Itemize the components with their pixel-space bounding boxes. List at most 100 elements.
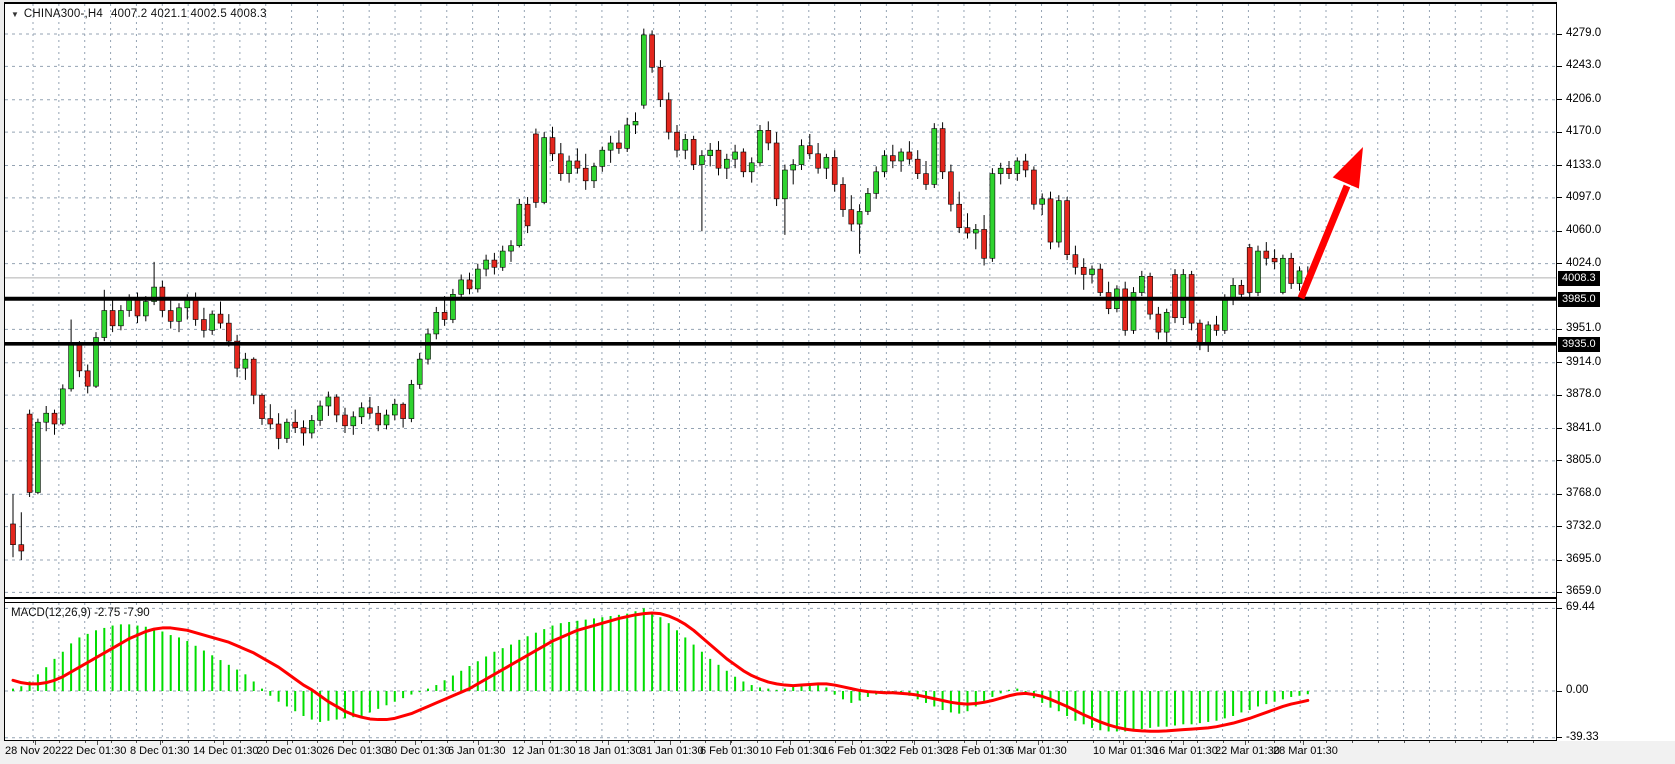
candle-bull	[93, 332, 99, 388]
date-grid-tick	[1507, 741, 1509, 743]
chart-dropdown-icon[interactable]: ▼	[11, 9, 19, 19]
macd-indicator-panel[interactable]	[5, 603, 1556, 740]
candle-bear	[889, 144, 896, 169]
macd-tick-label: 0.00	[1566, 684, 1589, 696]
candle-bear	[267, 404, 274, 430]
candle-bear	[1246, 243, 1253, 298]
date-label-tick	[1303, 741, 1304, 745]
date-grid-tick	[912, 741, 914, 743]
price-tick-label-tick	[1557, 33, 1562, 35]
date-label-tick	[1245, 741, 1246, 745]
candle-bear	[939, 122, 946, 180]
date-label-tick	[730, 741, 731, 745]
price-tick-label: 4133.0	[1566, 158, 1602, 171]
macd-gridlines	[5, 603, 1556, 740]
date-label-tick	[478, 741, 479, 745]
price-tick-label-tick	[1557, 460, 1562, 462]
date-grid-tick	[395, 741, 397, 743]
candle-bear	[217, 301, 224, 329]
date-label: 22 Mar 01:30	[1215, 745, 1280, 757]
date-grid-tick	[1222, 741, 1224, 743]
date-grid-tick	[576, 741, 578, 743]
candle-bull	[474, 263, 481, 293]
candle-bull	[209, 310, 215, 335]
candle-bull	[433, 306, 440, 340]
candle-bull	[607, 135, 614, 163]
date-grid-tick	[757, 741, 759, 743]
candle-bear	[1080, 258, 1087, 290]
candle-bull	[1205, 321, 1211, 352]
date-grid-tick	[1300, 741, 1302, 743]
date-label: 10 Mar 01:30	[1093, 745, 1158, 757]
price-axis[interactable]: 4279.0 4243.0 4206.0 4170.0 4133.0 4097.0 4060…	[1557, 0, 1675, 743]
price-tick-label-tick	[1557, 230, 1562, 232]
date-label: 6 Feb 01:30	[700, 745, 759, 757]
date-label-tick	[352, 741, 353, 745]
candle-bear	[616, 130, 622, 154]
date-grid-tick	[1532, 741, 1534, 743]
candle-bull	[1280, 254, 1286, 295]
date-label: 18 Jan 01:30	[578, 745, 642, 757]
panel-separator[interactable]	[5, 598, 1556, 603]
date-grid-tick	[317, 741, 319, 743]
date-grid-tick	[498, 741, 500, 743]
date-grid-tick	[782, 741, 784, 743]
price-tick-label: 3768.0	[1566, 487, 1602, 500]
candle-bear	[906, 141, 913, 165]
candle-bear	[1238, 279, 1245, 300]
candle-bear	[1022, 153, 1029, 178]
candle-bull	[931, 123, 938, 189]
date-grid-tick	[1481, 741, 1483, 743]
price-tick-label-tick	[1557, 99, 1562, 101]
date-label: 28 Nov 2022	[5, 745, 68, 757]
date-grid-tick	[369, 741, 371, 743]
candle-bear	[292, 409, 299, 434]
date-grid-tick	[653, 741, 655, 743]
date-label: 12 Jan 01:30	[512, 745, 576, 757]
date-axis[interactable]: 28 Nov 2022 2 Dec 01:30 8 Dec 01:30 14 Dec …	[0, 741, 1675, 764]
candle-bear	[342, 407, 348, 434]
candle-bear	[10, 494, 16, 558]
price-tick-label: 4206.0	[1566, 92, 1602, 105]
candle-bull	[358, 402, 365, 425]
candle-bull	[541, 132, 548, 205]
date-label: 26 Dec 01:30	[322, 745, 388, 757]
symbol-period-label: CHINA300-,H4	[23, 7, 104, 20]
candle-bull	[458, 274, 465, 300]
candle-bear	[259, 393, 265, 425]
chart-plot-area[interactable]: ▼ CHINA300-,H4 4007.2 4021.1 4002.5 4008…	[4, 2, 1557, 741]
date-label: 10 Feb 01:30	[760, 745, 825, 757]
price-tick-label-tick	[1557, 526, 1562, 528]
candle-bull	[68, 319, 74, 392]
candle-bull	[450, 288, 456, 324]
price-tick-label: 3951.0	[1566, 322, 1602, 335]
date-grid-tick	[886, 741, 888, 743]
candle-bear	[367, 396, 373, 419]
price-tick-label-tick	[1557, 65, 1562, 67]
date-label: 14 Dec 01:30	[193, 745, 259, 757]
date-grid-tick	[1170, 741, 1172, 743]
date-grid-tick	[1351, 741, 1353, 743]
price-tick-label: 4170.0	[1566, 125, 1602, 138]
candle-bear	[806, 133, 813, 160]
price-tick-label-tick	[1557, 131, 1562, 133]
candle-bear	[657, 60, 664, 107]
main-price-chart[interactable]	[5, 3, 1556, 598]
price-tick-label-tick	[1557, 197, 1562, 199]
candle-bull	[416, 352, 423, 389]
date-grid-tick	[1093, 741, 1095, 743]
candle-bull	[1130, 287, 1137, 334]
macd-tick-label: 69.44	[1566, 601, 1595, 614]
candle-bear	[300, 420, 307, 446]
candle-bull	[1139, 270, 1145, 297]
candle-bull	[881, 150, 888, 178]
current-price-tag: 4008.3	[1558, 270, 1600, 286]
candle-bull	[1296, 266, 1303, 291]
candle-bear	[1288, 252, 1294, 289]
date-label-tick	[35, 741, 36, 745]
candle-bear	[1097, 263, 1104, 297]
candle-bear	[1263, 242, 1270, 266]
candle-bear	[1271, 249, 1278, 270]
price-tick-label: 4243.0	[1566, 59, 1602, 72]
candle-bull	[732, 144, 738, 169]
